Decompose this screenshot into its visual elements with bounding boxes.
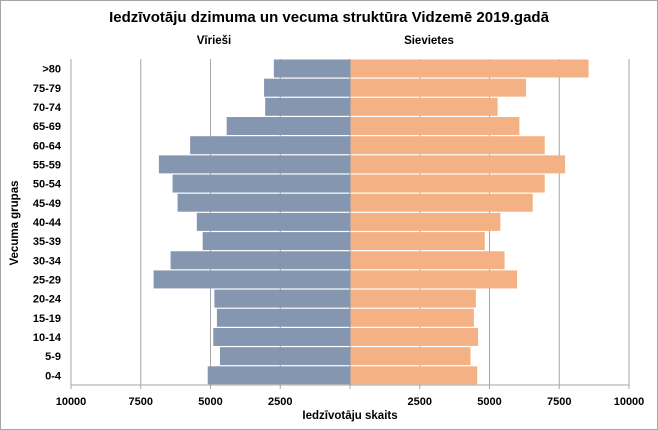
bar-women — [350, 289, 476, 308]
bar-men — [207, 366, 350, 385]
y-tick-label: 25-29 — [33, 275, 61, 287]
bar-women — [350, 155, 566, 174]
bar-men — [273, 59, 350, 78]
x-tick-label: 7500 — [547, 396, 571, 408]
bar-men — [170, 251, 350, 270]
y-tick-label: 35-39 — [33, 236, 61, 248]
bar-men — [264, 78, 350, 97]
bar-men — [216, 308, 350, 327]
bar-men — [177, 193, 350, 212]
bar-women — [350, 59, 589, 78]
bar-women — [350, 136, 545, 155]
y-tick-label: 45-49 — [33, 198, 61, 210]
bar-men — [196, 212, 350, 231]
bar-men — [214, 289, 350, 308]
x-tick-label: 10000 — [614, 396, 645, 408]
bar-women — [350, 174, 545, 193]
y-tick-label: 40-44 — [33, 217, 62, 229]
x-tick-label: 5000 — [198, 396, 222, 408]
bar-women — [350, 78, 527, 97]
bar-men — [172, 174, 350, 193]
x-axis-title: Iedzīvotāju skaits — [302, 410, 398, 422]
x-tick-label: 5000 — [477, 396, 501, 408]
bar-women — [350, 232, 485, 251]
x-tick-label: 10000 — [56, 396, 87, 408]
bar-men — [190, 136, 350, 155]
y-tick-label: 60-64 — [33, 140, 62, 152]
bar-women — [350, 308, 474, 327]
bar-women — [350, 212, 501, 231]
y-tick-label: 20-24 — [33, 294, 62, 306]
bar-women — [350, 193, 533, 212]
bar-women — [350, 251, 505, 270]
bar-men — [265, 97, 350, 116]
chart-title: Iedzīvotāju dzimuma un vecuma struktūra … — [109, 9, 549, 26]
series-label-women: Sievietes — [404, 35, 454, 47]
bar-men — [202, 232, 350, 251]
bar-women — [350, 327, 479, 346]
bar-men — [153, 270, 350, 289]
x-tick-label: 2500 — [268, 396, 292, 408]
bar-men — [158, 155, 350, 174]
x-tick-label: 2500 — [408, 396, 432, 408]
y-tick-label: 50-54 — [33, 179, 62, 191]
x-tick-label: 7500 — [129, 396, 153, 408]
y-tick-label: 10-14 — [33, 332, 62, 344]
y-tick-label: >80 — [42, 64, 61, 76]
bar-women — [350, 97, 498, 116]
y-tick-label: 5-9 — [45, 351, 61, 363]
bar-women — [350, 366, 478, 385]
series-label-men: Vīrieši — [196, 35, 232, 47]
y-tick-label: 65-69 — [33, 121, 61, 133]
y-tick-label: 30-34 — [33, 255, 62, 267]
bar-men — [219, 347, 350, 366]
y-tick-label: 0-4 — [45, 370, 62, 382]
bar-women — [350, 270, 518, 289]
y-tick-label: 75-79 — [33, 83, 61, 95]
bar-women — [350, 347, 471, 366]
bar-women — [350, 117, 520, 136]
y-tick-label: 15-19 — [33, 313, 61, 325]
bar-men — [213, 327, 350, 346]
y-tick-label: 70-74 — [33, 102, 62, 114]
y-tick-label: 55-59 — [33, 159, 61, 171]
bar-men — [226, 117, 350, 136]
